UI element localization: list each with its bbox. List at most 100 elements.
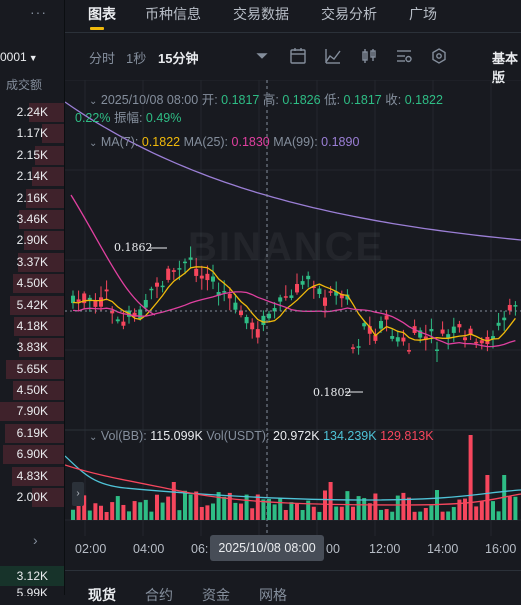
volume-bar xyxy=(345,491,350,520)
candle-body xyxy=(384,315,389,320)
tab-funding[interactable]: 资金 xyxy=(202,587,230,603)
candle-body xyxy=(300,281,305,285)
interval-1s-button[interactable]: 1秒 xyxy=(126,51,147,66)
caret-down-icon: ▼ xyxy=(28,53,38,63)
order-book-volume: 1.17K xyxy=(16,126,48,141)
interval-dropdown-icon[interactable] xyxy=(255,49,269,63)
order-book-row[interactable]: 3.46K xyxy=(0,209,64,230)
volume-bar xyxy=(183,490,187,520)
order-book-row[interactable]: 2.16K xyxy=(0,188,64,209)
tab-trading-analysis[interactable]: 交易分析 xyxy=(321,6,377,22)
tab-trading-data[interactable]: 交易数据 xyxy=(233,6,289,22)
volume-bar xyxy=(418,511,423,520)
volume-bar xyxy=(244,494,249,520)
volume-bar xyxy=(199,506,204,520)
depth-bar xyxy=(35,145,64,165)
order-book-row[interactable]: 5.65K xyxy=(0,359,64,380)
volume-bar xyxy=(317,511,322,520)
indicator-icon[interactable] xyxy=(324,47,342,65)
volume-ma1-line xyxy=(65,455,521,501)
open-label: 开: xyxy=(201,93,218,107)
tab-spot[interactable]: 现货 xyxy=(88,587,116,603)
depth-bar xyxy=(11,466,64,486)
collapse-icon[interactable]: ⌄ xyxy=(89,432,98,443)
volume-bar xyxy=(127,511,131,520)
order-book-row[interactable]: 5.42K xyxy=(0,295,64,316)
order-book-volume: 2.14K xyxy=(16,169,48,184)
order-book-volume: 4.50K xyxy=(16,383,48,398)
tab-square[interactable]: 广场 xyxy=(409,6,437,22)
vol-bb-value: 115.099K xyxy=(150,429,203,443)
order-book-row[interactable]: 2.15K xyxy=(0,145,64,166)
candle-body xyxy=(216,292,221,296)
more-options-icon[interactable]: ··· xyxy=(30,4,47,20)
candle-body xyxy=(93,301,98,307)
price-precision-selector[interactable]: 0001 ▼ xyxy=(0,50,38,64)
order-book-row[interactable]: 2.00K xyxy=(0,487,64,508)
interval-15m-button[interactable]: 15分钟 xyxy=(158,51,199,66)
candle-body xyxy=(451,326,456,333)
low-label: 低: xyxy=(324,93,341,107)
order-book-row[interactable]: 3.83K xyxy=(0,337,64,358)
order-book-panel: ··· 0001 ▼ 成交额 2.24K 1.17K 2.15K 2.14K 2.16K 3… xyxy=(0,0,65,596)
volume-bar xyxy=(479,501,484,520)
volume-bar xyxy=(457,499,462,520)
order-book-row[interactable]: 2.24K xyxy=(0,102,64,123)
candle-body xyxy=(323,297,327,306)
candle-body xyxy=(479,340,484,344)
volume-bar xyxy=(362,498,367,520)
price-chart[interactable] xyxy=(65,80,521,536)
bottom-tabs: 现货 合约 资金 网格 xyxy=(65,570,521,603)
candle-body xyxy=(435,349,439,351)
tab-chart[interactable]: 图表 xyxy=(88,6,116,22)
volume-bar xyxy=(267,499,271,520)
chart-panel: 图表 币种信息 交易数据 交易分析 广场 分时 1秒 15分钟 基本版 BINA… xyxy=(65,0,521,603)
order-book-volume: 4.83K xyxy=(16,468,48,483)
basic-version-toggle[interactable]: 基本版 xyxy=(492,51,519,85)
order-book-row[interactable]: 4.83K xyxy=(0,466,64,487)
collapse-icon[interactable]: ⌄ xyxy=(89,96,98,107)
volume-bar xyxy=(205,505,210,520)
tab-futures[interactable]: 合约 xyxy=(145,587,173,603)
order-book-row[interactable]: 4.18K xyxy=(0,316,64,337)
collapse-icon[interactable]: ⌄ xyxy=(89,138,98,149)
close-value: 0.1822 xyxy=(404,93,443,107)
volume-bar xyxy=(311,506,316,520)
depth-bar xyxy=(14,316,64,336)
order-book-row[interactable]: 6.19K xyxy=(0,423,64,444)
hexagon-settings-icon[interactable] xyxy=(430,47,448,65)
chart-settings-icon[interactable] xyxy=(395,47,413,65)
high-value: 0.1826 xyxy=(282,93,321,107)
order-book-row[interactable]: 1.17K xyxy=(0,123,64,144)
order-book-row[interactable]: 6.90K xyxy=(0,444,64,465)
calendar-icon[interactable] xyxy=(289,47,307,65)
volume-bar xyxy=(82,495,87,520)
order-book-row[interactable]: 4.50K xyxy=(0,273,64,294)
order-book-row[interactable]: 2.14K xyxy=(0,166,64,187)
tab-grid[interactable]: 网格 xyxy=(259,587,287,603)
ma99-line xyxy=(65,101,521,241)
crosshair-time-label: 2025/10/08 08:00 xyxy=(210,535,324,561)
high-label: 高: xyxy=(262,93,279,107)
tab-coin-info[interactable]: 币种信息 xyxy=(145,6,201,22)
volume-bar xyxy=(351,506,355,520)
order-book-row[interactable]: 4.50K xyxy=(0,380,64,401)
candle-body xyxy=(115,319,120,322)
vol-ma2-value: 129.813K xyxy=(380,429,434,443)
chevron-right-icon[interactable]: › xyxy=(33,532,38,548)
interval-time-button[interactable]: 分时 xyxy=(89,51,116,66)
chart-toolbar: 分时 1秒 15分钟 基本版 xyxy=(65,40,521,85)
candlestick-icon[interactable] xyxy=(360,47,378,65)
candle-body xyxy=(138,309,143,319)
order-book-row[interactable]: 7.90K xyxy=(0,401,64,422)
candle-body xyxy=(272,308,277,312)
order-book-row[interactable]: 2.90K xyxy=(0,230,64,251)
expand-sidebar-icon[interactable]: › xyxy=(72,482,84,506)
ohlc-legend-line2: 0.22% 振幅: 0.49% xyxy=(75,107,181,126)
order-book-row[interactable]: 3.37K xyxy=(0,252,64,273)
volume-bar xyxy=(323,490,327,520)
order-book-volume: 2.15K xyxy=(16,147,48,162)
ma99-value: 0.1890 xyxy=(321,135,360,149)
volume-bar xyxy=(188,494,193,520)
candle-body xyxy=(440,329,445,334)
